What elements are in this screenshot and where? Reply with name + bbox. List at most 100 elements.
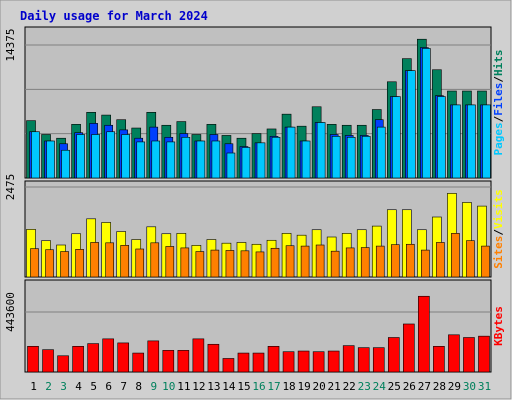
- bar-kbytes: [147, 340, 160, 373]
- legend-item-kbytes: KBytes: [492, 306, 505, 346]
- bar-sites: [270, 247, 280, 278]
- bar-sites: [466, 240, 475, 278]
- bar-pages: [91, 134, 100, 179]
- x-tick-label: 22: [343, 380, 356, 393]
- bar-sites: [390, 244, 400, 278]
- bar-kbytes: [42, 349, 54, 373]
- bar-sites: [150, 242, 160, 278]
- x-tick-label: 4: [75, 380, 82, 393]
- bar-pages: [331, 136, 341, 179]
- bar-kbytes: [267, 346, 280, 373]
- bar-sites: [436, 242, 445, 278]
- bar-sites: [285, 245, 295, 278]
- x-tick-label: 7: [120, 380, 127, 393]
- bar-sites: [481, 245, 490, 278]
- x-tick-label: 14: [222, 380, 236, 393]
- bar-pages: [61, 149, 70, 179]
- bar-pages: [136, 141, 146, 179]
- bar-kbytes: [478, 335, 490, 373]
- x-tick-label: 9: [150, 380, 157, 393]
- legend-item-hits: Hits: [492, 50, 505, 77]
- legend-item-files: Files: [492, 83, 505, 116]
- bar-pages: [301, 140, 311, 179]
- bar-sites: [406, 243, 415, 278]
- bar-kbytes: [463, 337, 475, 373]
- y-tick-label-middle: 2475: [4, 174, 17, 201]
- bar-kbytes: [297, 350, 310, 373]
- bar-pages: [286, 126, 296, 179]
- bar-sites: [60, 251, 69, 278]
- bar-kbytes: [387, 337, 400, 373]
- legend-separator: /: [492, 115, 505, 122]
- bar-kbytes: [418, 295, 430, 373]
- bar-sites: [210, 249, 220, 278]
- bar-pages: [211, 140, 221, 179]
- y-tick-label-top: 14375: [4, 28, 17, 61]
- bar-pages: [467, 104, 476, 179]
- bar-pages: [422, 48, 431, 179]
- bar-kbytes: [342, 345, 355, 373]
- bar-pages: [76, 134, 85, 179]
- x-tick-label: 20: [313, 380, 326, 393]
- legend-separator: /: [492, 76, 505, 83]
- bar-kbytes: [192, 338, 205, 373]
- bar-kbytes: [327, 350, 340, 373]
- bar-sites: [255, 251, 265, 278]
- bar-sites: [375, 245, 385, 278]
- x-tick-label: 30: [463, 380, 476, 393]
- bar-sites: [30, 248, 39, 278]
- bar-kbytes: [237, 352, 250, 373]
- bar-sites: [360, 247, 370, 278]
- bar-kbytes: [403, 323, 415, 373]
- bar-sites: [135, 248, 145, 278]
- bar-sites: [45, 249, 54, 278]
- x-tick-label: 8: [135, 380, 142, 393]
- bar-sites: [345, 247, 355, 278]
- x-tick-label: 18: [282, 380, 295, 393]
- bar-kbytes: [207, 343, 220, 373]
- bar-pages: [271, 136, 281, 179]
- bar-kbytes: [87, 343, 99, 373]
- x-tick-label: 31: [478, 380, 491, 393]
- legend-bottom: KBytes: [492, 306, 505, 346]
- x-tick-label: 27: [418, 380, 431, 393]
- bar-sites: [75, 249, 84, 278]
- bar-pages: [121, 134, 131, 179]
- bar-pages: [181, 136, 191, 179]
- bar-sites: [315, 244, 325, 278]
- bar-pages: [31, 131, 40, 179]
- x-tick-label: 17: [267, 380, 280, 393]
- bar-kbytes: [252, 352, 265, 373]
- x-tick-label: 26: [403, 380, 416, 393]
- bar-pages: [391, 96, 401, 179]
- bar-kbytes: [117, 342, 130, 373]
- x-tick-label: 11: [177, 380, 190, 393]
- bar-pages: [376, 126, 386, 179]
- bar-pages: [256, 142, 266, 179]
- bar-pages: [452, 104, 461, 179]
- bar-pages: [106, 131, 115, 179]
- bar-sites: [180, 247, 190, 278]
- legend-middle: Sites/Visits: [492, 189, 505, 269]
- bar-kbytes: [162, 350, 175, 373]
- x-tick-label: 3: [60, 380, 67, 393]
- bar-sites: [300, 245, 310, 278]
- bar-sites: [240, 250, 250, 278]
- bar-pages: [226, 152, 236, 179]
- x-tick-label: 28: [433, 380, 446, 393]
- bar-kbytes: [357, 347, 370, 373]
- bar-pages: [166, 141, 176, 179]
- bar-pages: [361, 136, 371, 179]
- x-tick-label: 10: [162, 380, 175, 393]
- bar-kbytes: [372, 347, 385, 373]
- bar-pages: [241, 147, 251, 179]
- x-tick-label: 5: [90, 380, 97, 393]
- legend-item-pages: Pages: [492, 122, 505, 155]
- x-tick-label: 6: [105, 380, 112, 393]
- bar-pages: [316, 122, 326, 179]
- bar-kbytes: [72, 346, 84, 373]
- bar-kbytes: [312, 351, 325, 373]
- bar-kbytes: [433, 346, 445, 373]
